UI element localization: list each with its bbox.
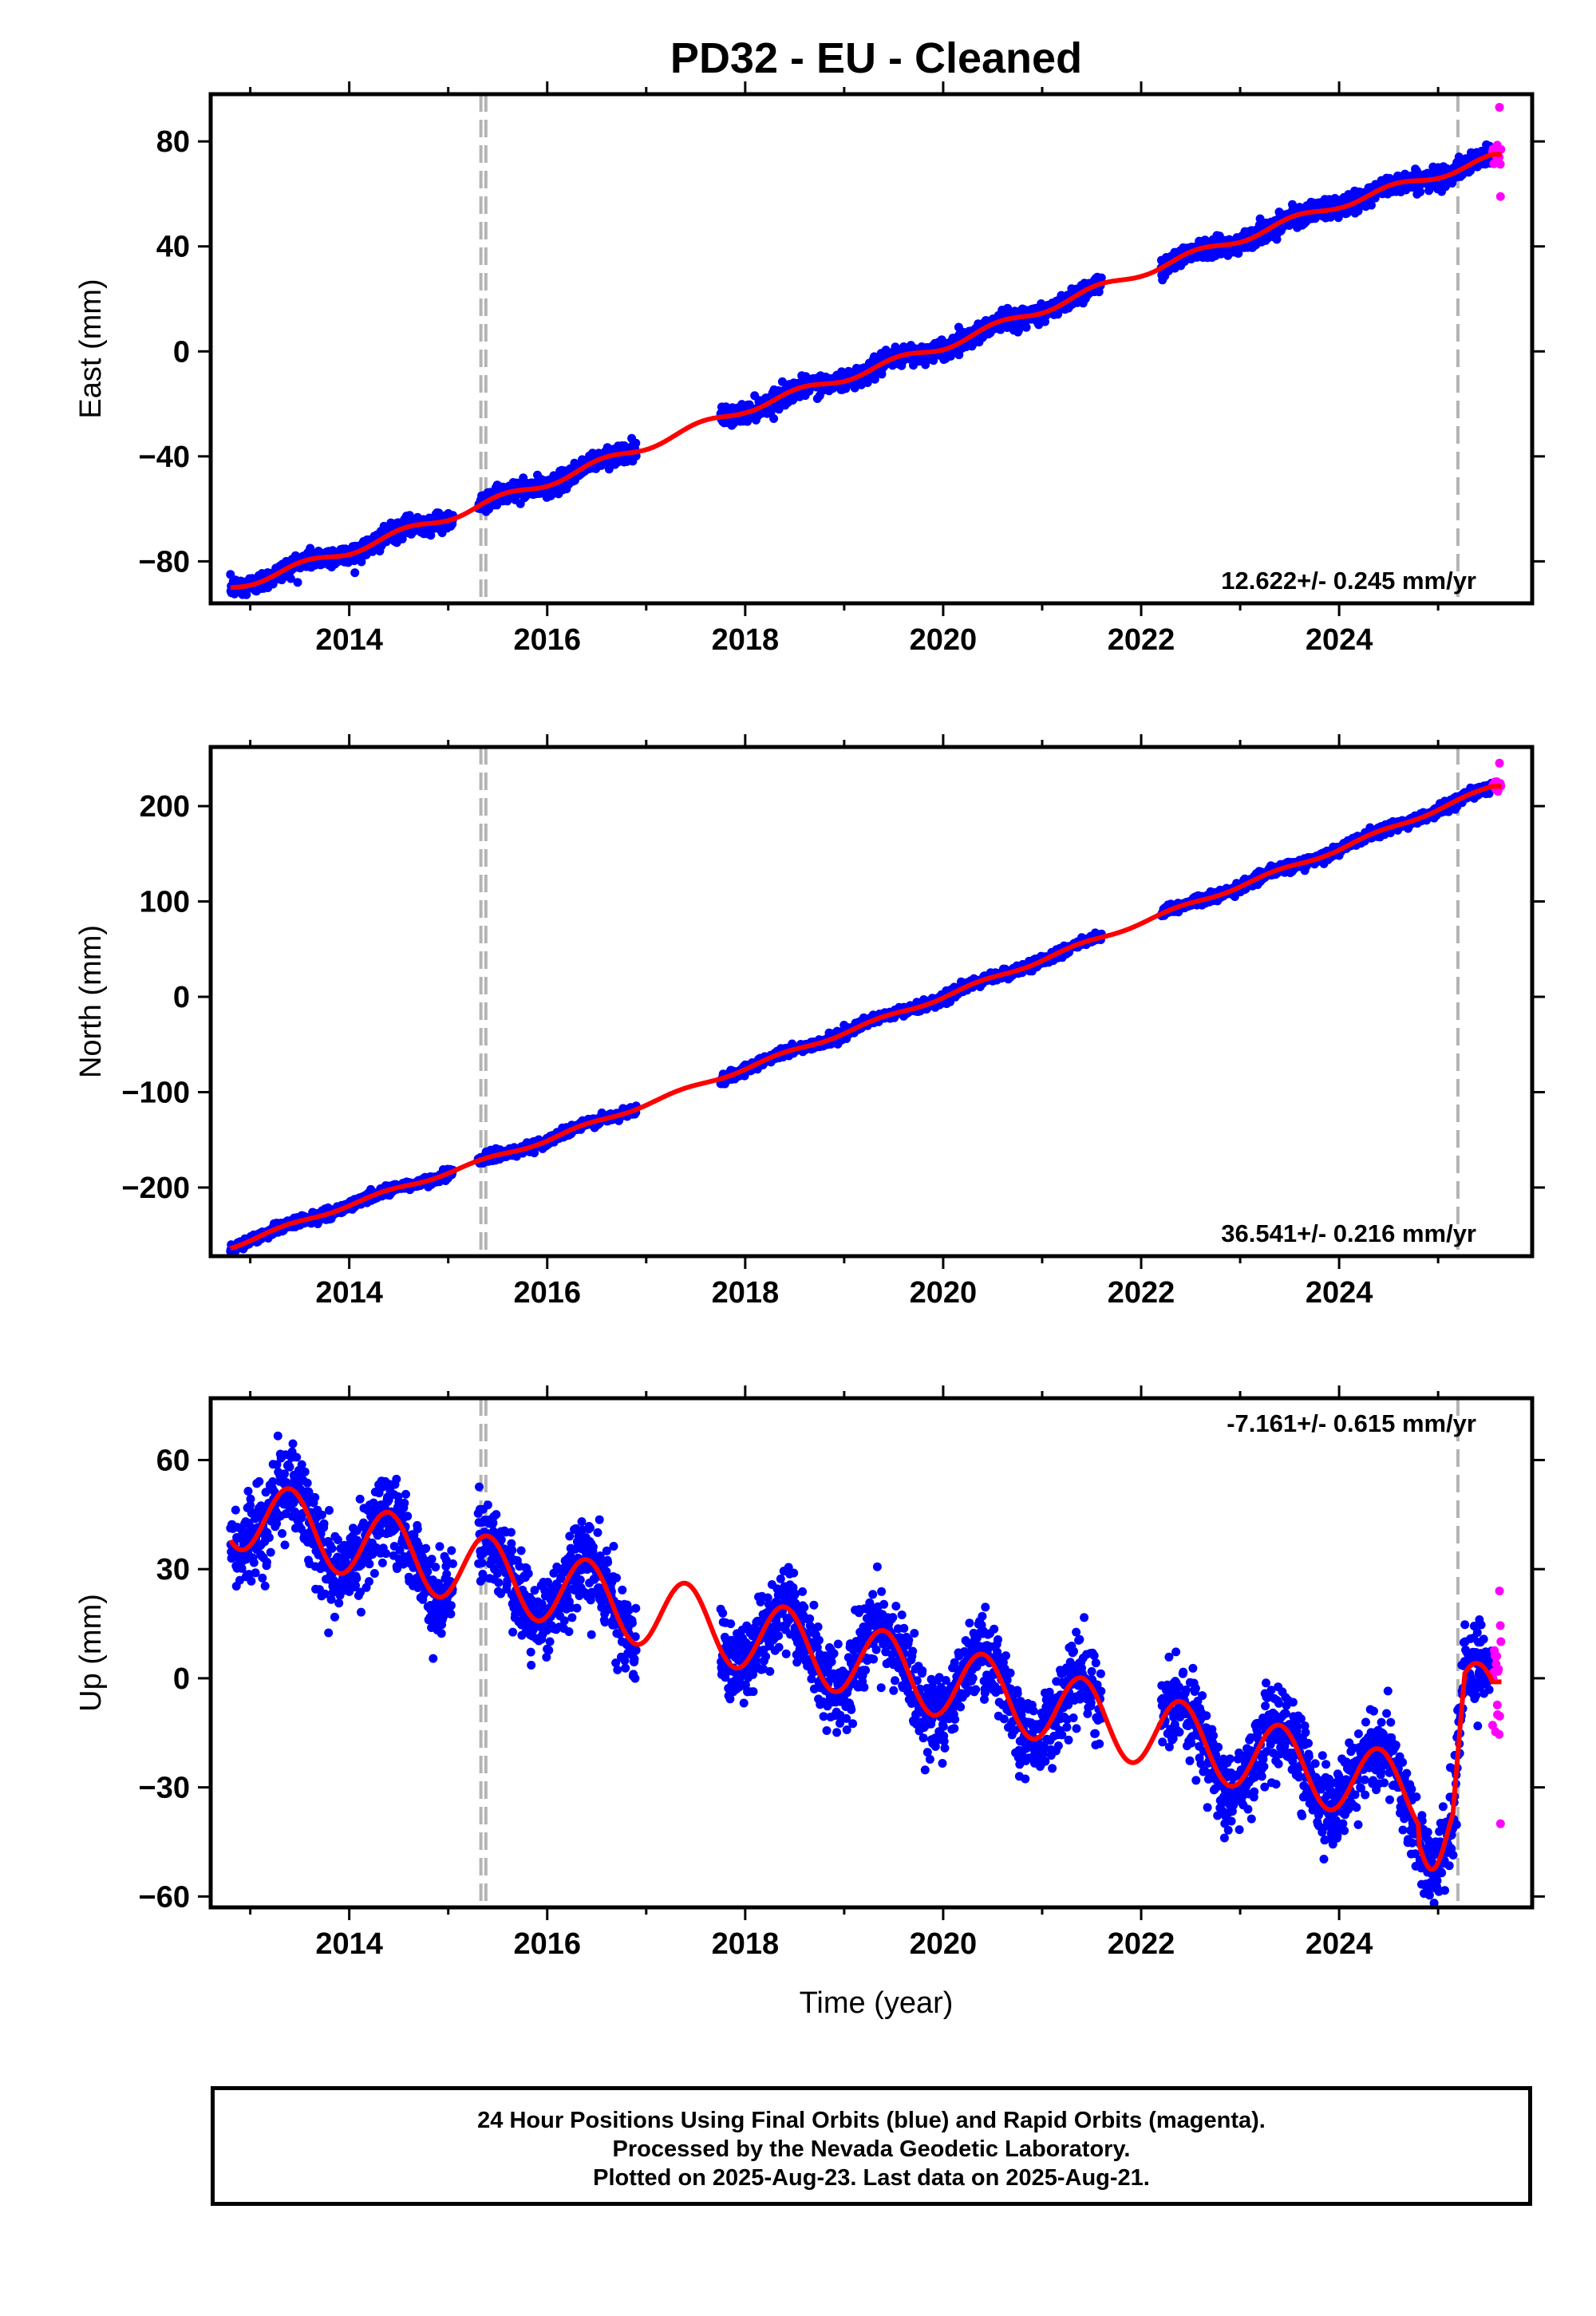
data-point [286,574,295,583]
data-point [631,438,641,448]
data-point [1495,160,1505,169]
chart-title: PD32 - EU - Cleaned [670,34,1083,82]
data-point [226,570,235,579]
y-tick-label: 80 [156,125,190,159]
data-point [604,464,614,474]
north-panel: 2014 2016 2018 2020 2022 2024−200−1000100200N… [74,734,1545,1310]
data-point [769,414,779,423]
final-orbit-points [226,140,1497,599]
data-point [870,374,879,384]
plot-area [226,747,1506,1256]
y-tick-label: −40 [139,441,190,474]
rapid-orbit-points [1487,102,1506,201]
final-orbit-points [226,778,1497,1256]
data-point [1496,144,1506,154]
plot-area [226,94,1506,603]
data-point [293,578,302,587]
data-point [306,543,315,553]
data-point [774,405,784,414]
plot-frame [208,92,1535,606]
data-point [426,531,436,540]
x-tick-label: 2020 [910,623,978,657]
y-tick-label: −80 [139,545,190,579]
east-panel: 2014 2016 2018 2020 2022 2024 −80 −40 0 40 80 East … [74,81,1545,657]
data-point [1021,322,1031,332]
model-fit-line [230,152,1502,591]
x-tick-label: 2024 [1306,623,1373,657]
data-point [1495,192,1505,201]
x-tick-label: 2018 [712,623,780,657]
x-tick-label: 2022 [1108,623,1175,657]
data-point [1096,273,1106,283]
data-point [350,568,360,578]
data-point [1495,102,1504,112]
velocity-label: 12.622+/- 0.245 mm/yr [1221,567,1476,595]
y-tick-label: 40 [156,231,190,264]
x-tick-label: 2014 [315,623,383,657]
y-axis-label: East (mm) [74,279,108,418]
y-tick-label: 0 [173,335,190,369]
data-point [877,370,887,379]
data-point [1367,200,1376,210]
data-point [1416,188,1425,196]
x-tick-label: 2016 [513,623,581,657]
